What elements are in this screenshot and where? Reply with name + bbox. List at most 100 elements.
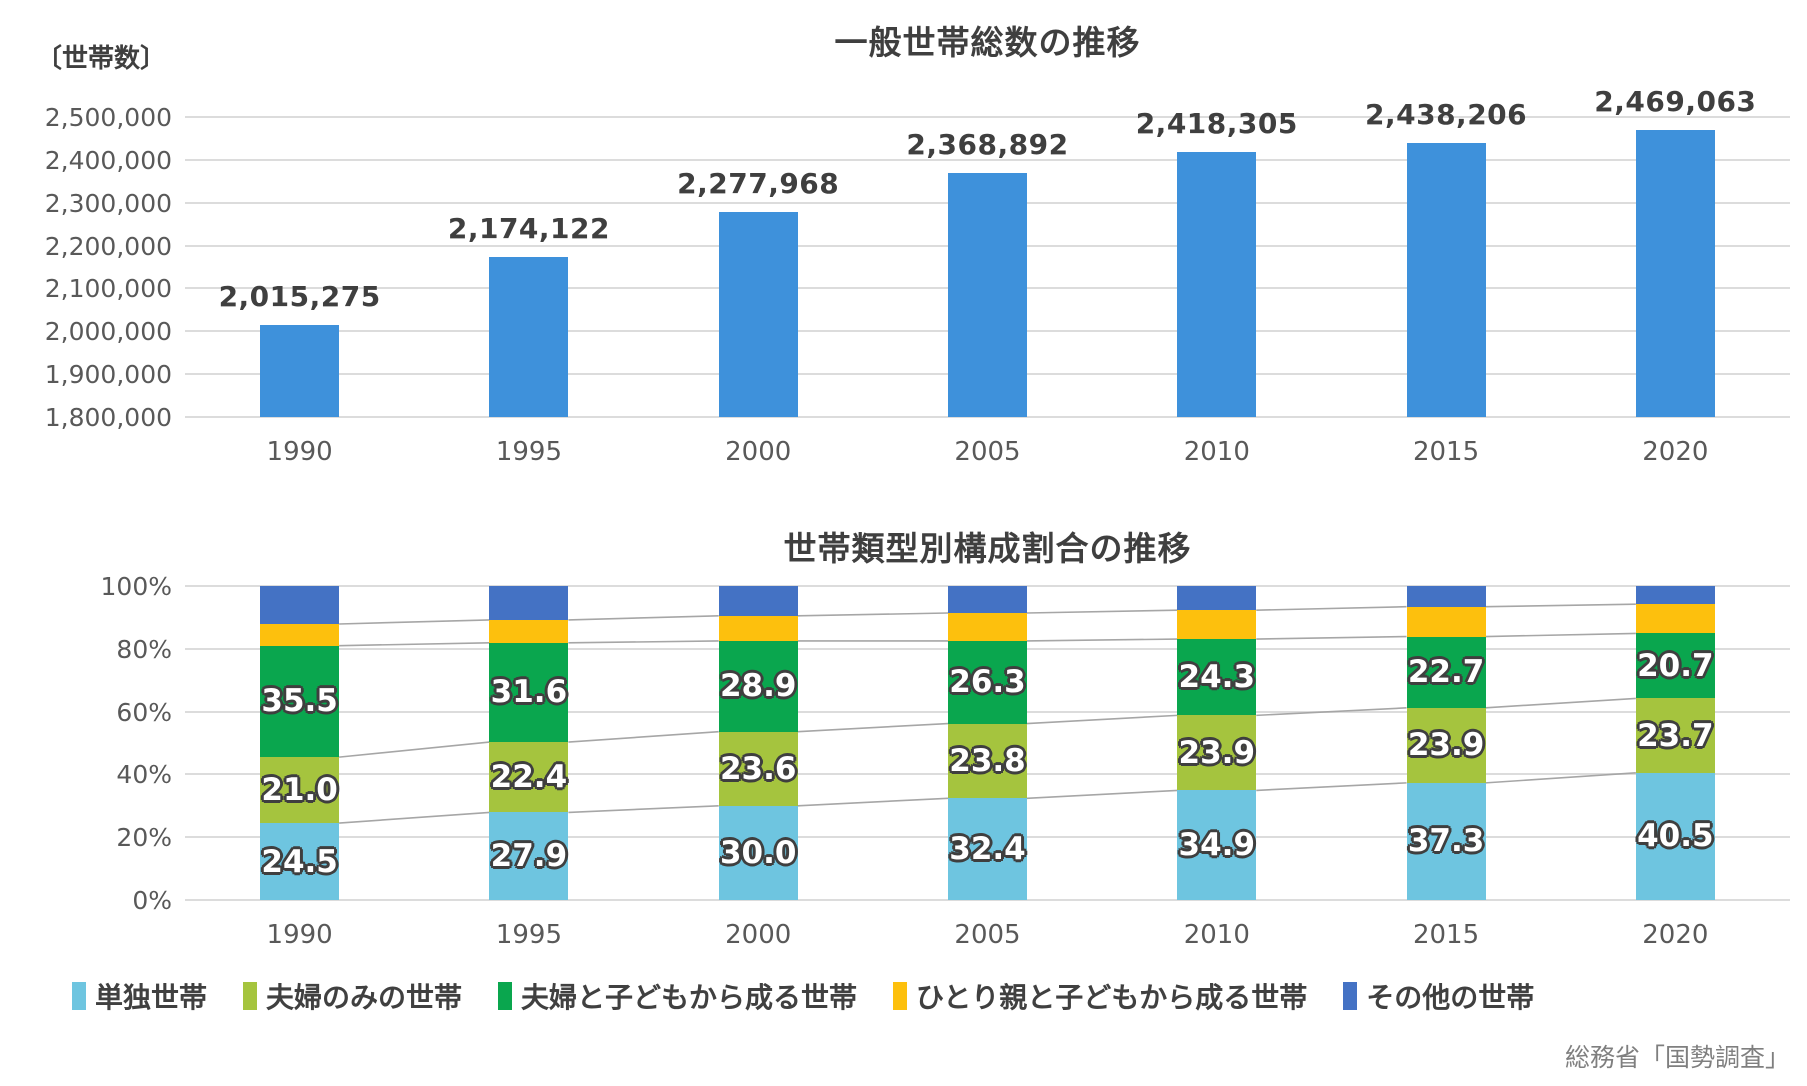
y-axis-tick-label: 2,300,000 [44, 188, 172, 218]
segment-2010 [1177, 639, 1257, 716]
segment-2005 [948, 798, 1027, 900]
segment-1990 [260, 645, 340, 758]
connector-line [568, 805, 719, 814]
connector-line [568, 615, 719, 621]
gridline [185, 899, 1790, 901]
total-bar-value-2015: 2,438,206 [1364, 98, 1528, 132]
segment-1990 [260, 623, 340, 646]
segment-2015 [1406, 707, 1486, 783]
gridline [185, 416, 1790, 418]
segment-value-1990: 24.5 [261, 843, 338, 880]
segment-2000 [718, 731, 798, 806]
segment-2020 [1635, 633, 1715, 699]
x-axis-tick-label: 2005 [954, 437, 1021, 467]
x-axis-tick-label: 1990 [266, 437, 333, 467]
total-bar-1990 [260, 324, 340, 417]
legend-swatch [893, 982, 908, 1010]
y-axis-tick-label: 2,200,000 [44, 231, 172, 261]
segment-value-1995: 22.4 [490, 759, 568, 796]
connector-line [1485, 632, 1636, 638]
connector-line [1026, 714, 1178, 725]
y-axis-tick-label: 100% [100, 572, 172, 601]
connector-line [797, 612, 949, 617]
segment-value-2005: 23.8 [949, 742, 1026, 779]
segment-2015 [1406, 636, 1486, 708]
connector-line [339, 741, 490, 758]
total-bar-2010 [1177, 152, 1257, 417]
segment-value-2020: 40.5 [1637, 818, 1714, 855]
legend-item: 夫婦のみの世帯 [243, 976, 462, 1016]
segment-2000 [718, 640, 798, 732]
segment-1995 [489, 619, 569, 643]
segment-2010 [1177, 715, 1257, 791]
segment-1990 [260, 823, 340, 900]
segment-value-1995: 27.9 [490, 838, 568, 875]
legend-swatch [498, 982, 513, 1010]
composition-chart-title: 世帯類型別構成割合の推移 [783, 529, 1192, 568]
y-axis-tick-label: 1,900,000 [44, 360, 172, 390]
segment-value-2005: 32.4 [949, 831, 1026, 868]
segment-value-2000: 30.0 [719, 834, 797, 871]
segment-2020 [1635, 604, 1715, 634]
legend-label: 夫婦のみの世帯 [266, 981, 463, 1014]
total-bar-value-1995: 2,174,122 [447, 211, 610, 245]
legend-label: 夫婦と子どもから成る世帯 [521, 981, 858, 1014]
y-axis-tick-label: 2,500,000 [44, 103, 172, 132]
legend-item: ひとり親と子どもから成る世帯 [893, 976, 1307, 1016]
legend-swatch [1343, 982, 1358, 1010]
segment-2005 [948, 586, 1027, 613]
x-axis-tick-label: 2005 [954, 920, 1021, 950]
total-bar-2005 [948, 173, 1027, 417]
y-axis-unit-label: 〔世帯数〕 [36, 44, 167, 74]
segment-2020 [1635, 772, 1715, 900]
connector-line [1026, 609, 1178, 614]
x-axis-tick-label: 2020 [1642, 437, 1709, 467]
segment-2000 [718, 805, 798, 900]
legend: 単独世帯 夫婦のみの世帯 夫婦と子どもから成る世帯 ひとり親と子どもから成る世帯 その他… [72, 976, 1534, 1016]
segment-value-2000: 23.6 [719, 750, 797, 787]
segment-value-2005: 26.3 [949, 664, 1026, 701]
connector-line [339, 811, 490, 824]
total-bar-2015 [1406, 143, 1486, 417]
total-bar-value-2005: 2,368,892 [906, 128, 1069, 162]
segment-value-2020: 20.7 [1637, 647, 1714, 684]
segment-2005 [948, 613, 1027, 641]
connector-line [568, 640, 719, 644]
legend-label: 単独世帯 [95, 981, 208, 1014]
segment-value-1995: 31.6 [490, 674, 568, 711]
total-bar-2020 [1635, 130, 1715, 417]
legend-swatch [243, 982, 258, 1010]
segment-value-2010: 34.9 [1178, 827, 1256, 864]
gridline [185, 158, 1790, 161]
segment-1990 [260, 586, 340, 624]
x-axis-tick-label: 2010 [1183, 437, 1250, 467]
y-axis-tick-label: 0% [132, 886, 172, 915]
segment-2000 [718, 586, 798, 616]
connector-line [1256, 605, 1407, 611]
segment-2005 [948, 723, 1027, 799]
legend-swatch [72, 982, 86, 1010]
segment-value-2010: 24.3 [1178, 659, 1256, 696]
connector-line [339, 642, 490, 647]
x-axis-tick-label: 2010 [1183, 920, 1250, 950]
segment-value-2000: 28.9 [719, 668, 797, 705]
legend-label: その他の世帯 [1366, 981, 1535, 1014]
total-bar-value-1990: 2,015,275 [218, 279, 381, 313]
segment-2010 [1177, 586, 1257, 611]
segment-value-2015: 23.9 [1407, 727, 1485, 764]
segment-2010 [1177, 610, 1257, 640]
connector-line [1485, 603, 1636, 608]
segment-1990 [260, 757, 340, 824]
segment-2020 [1635, 586, 1715, 605]
segment-1995 [489, 642, 569, 743]
segment-1995 [489, 586, 569, 620]
y-axis-tick-label: 60% [116, 697, 172, 727]
segment-2015 [1406, 782, 1486, 900]
y-axis-tick-label: 40% [116, 760, 172, 790]
gridline [185, 116, 1790, 118]
segment-1995 [489, 812, 569, 900]
connector-line [1026, 789, 1178, 800]
x-axis-tick-label: 1990 [266, 920, 333, 950]
total-bar-1995 [489, 256, 569, 417]
total-bar-value-2000: 2,277,968 [677, 167, 840, 201]
